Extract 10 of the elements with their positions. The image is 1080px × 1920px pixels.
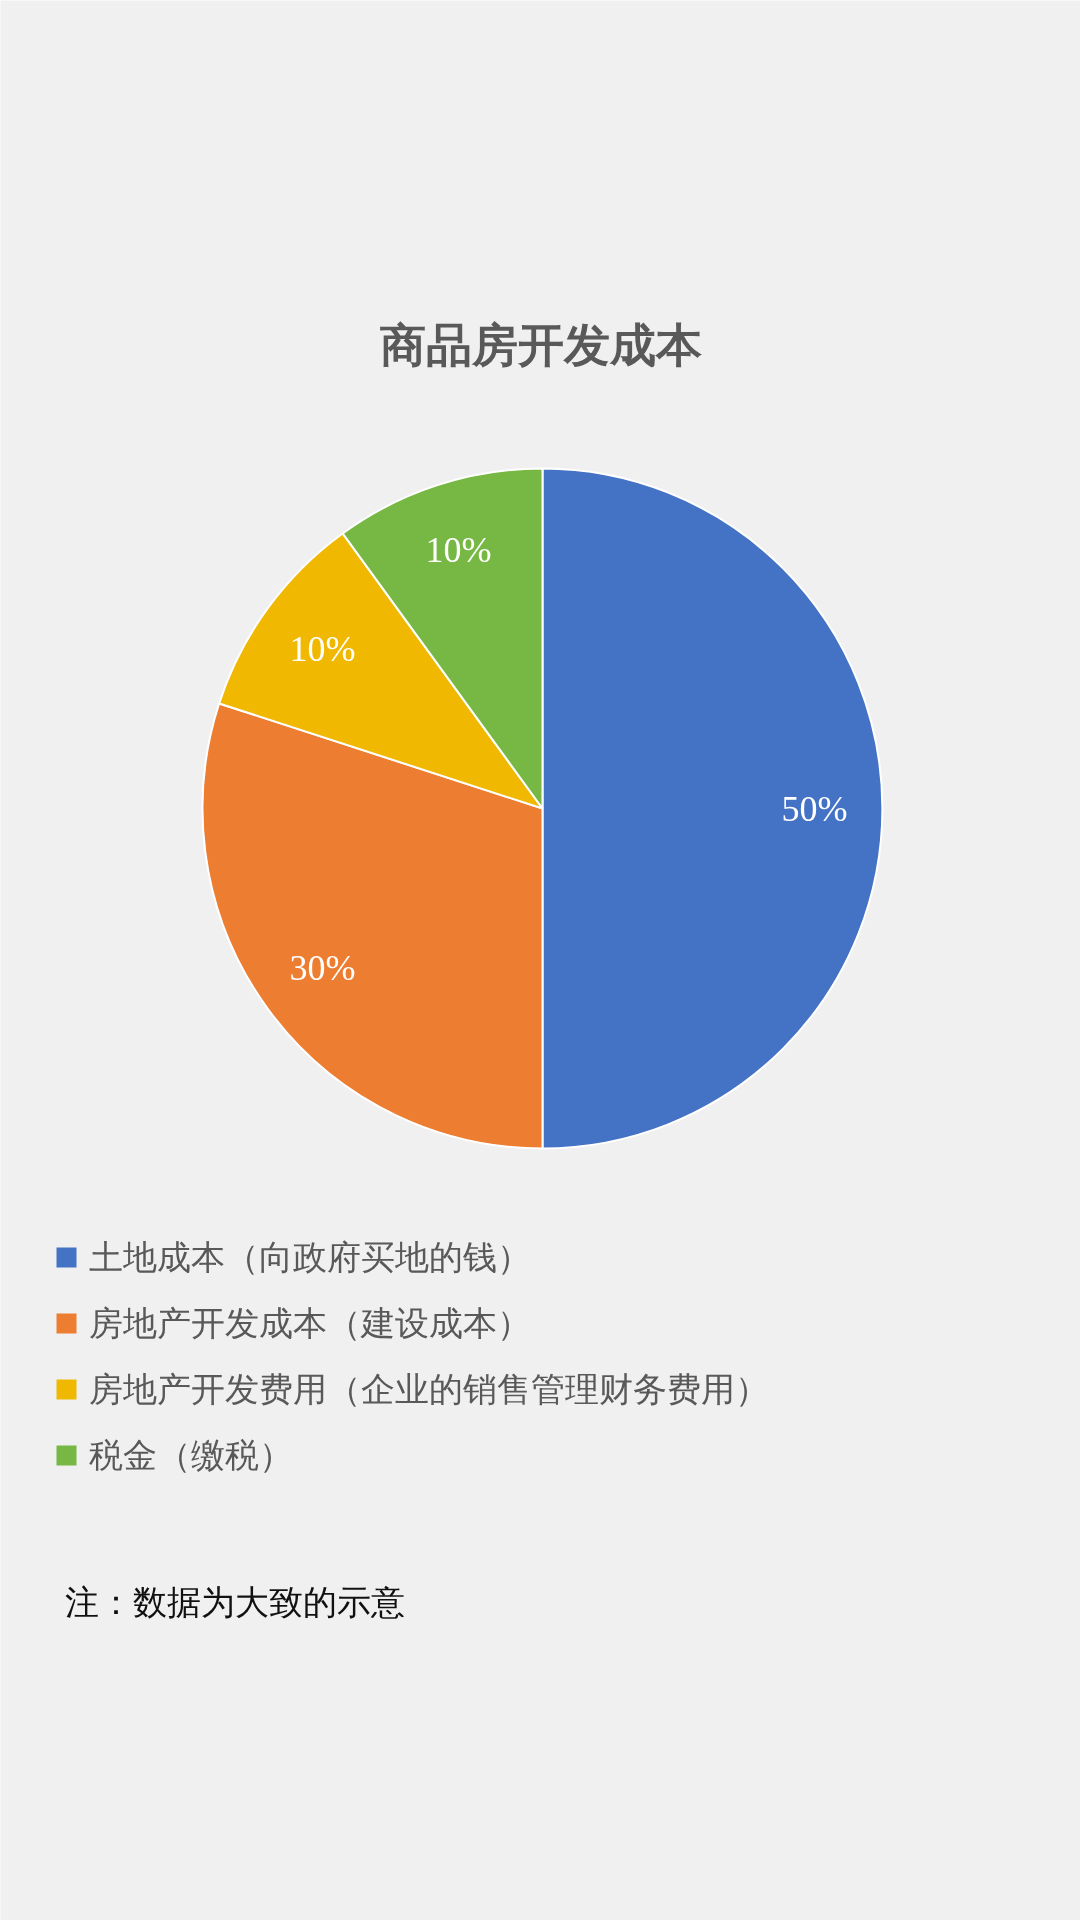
legend-label: 房地产开发成本（建设成本） — [88, 1305, 531, 1342]
legend-label: 税金（缴税） — [88, 1437, 293, 1474]
legend-label: 房地产开发费用（企业的销售管理财务费用） — [88, 1371, 769, 1408]
text: 注：数据为大致的示意 — [64, 1584, 405, 1621]
legend-label: 土地成本（向政府买地的钱） — [88, 1239, 531, 1276]
data-label: 10% — [425, 529, 492, 570]
data-label: 10% — [289, 628, 356, 669]
data-label: 30% — [289, 948, 356, 989]
chart-title: 商品房开发成本 — [379, 320, 702, 371]
data-label: 50% — [781, 788, 848, 829]
